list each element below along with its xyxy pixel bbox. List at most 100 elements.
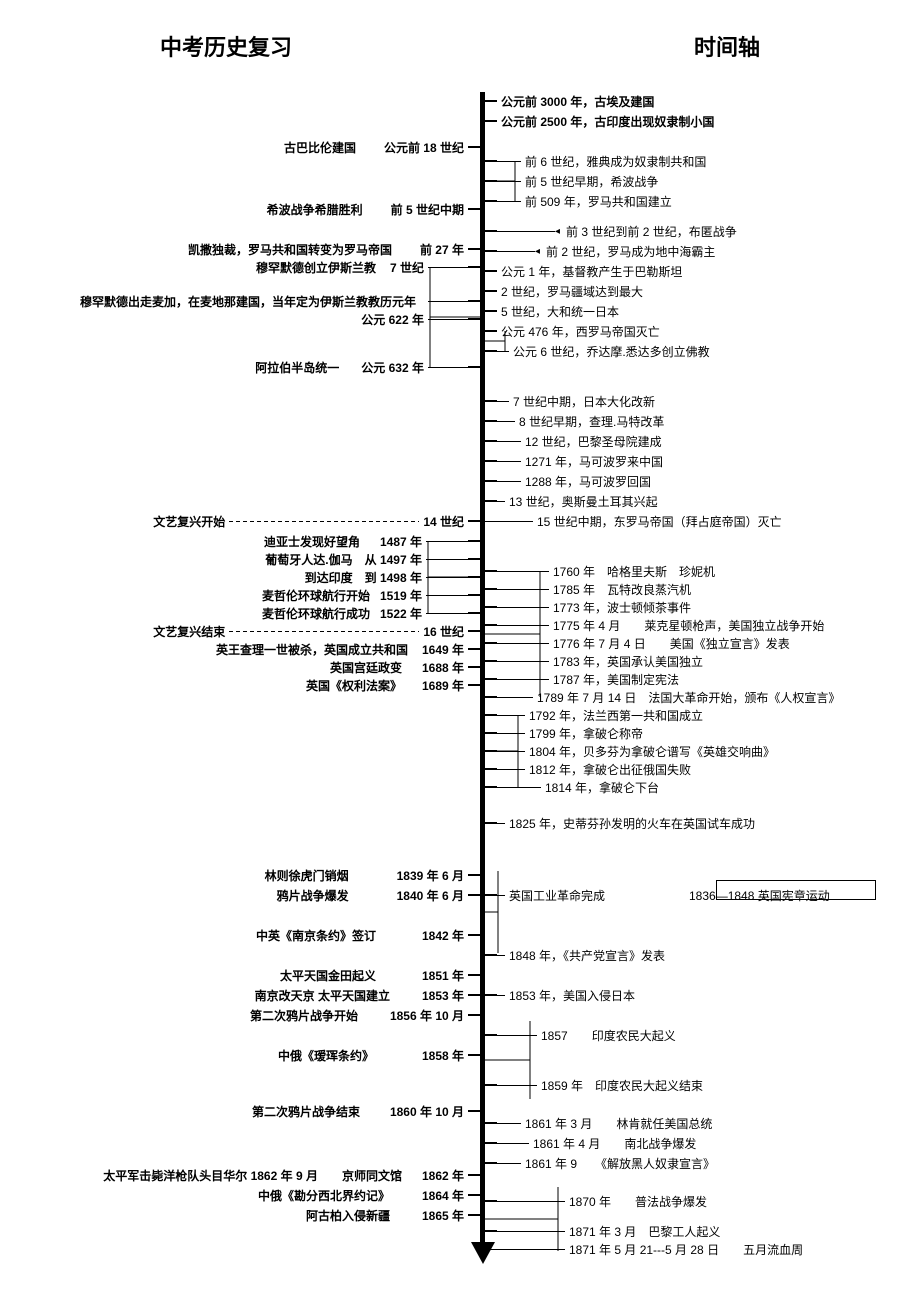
stem <box>497 501 505 502</box>
event-text: 7 世纪中期，日本大化改新 <box>509 393 659 410</box>
tick <box>468 1214 480 1216</box>
tick <box>485 230 497 232</box>
event-text: 1812 年，拿破仑出征俄国失败 <box>525 761 695 778</box>
event-date: 前 5 世纪中期 <box>387 201 468 218</box>
stem <box>426 559 468 560</box>
stem <box>497 1201 565 1202</box>
left-event: 1864 年中俄《勘分西北界约记》 <box>254 1186 480 1204</box>
event-date: 1649 年 <box>418 641 468 658</box>
event-text: 前 3 世纪到前 2 世纪，布匿战争 <box>562 223 741 240</box>
stem <box>497 251 535 252</box>
right-event: 7 世纪中期，日本大化改新 <box>485 392 659 410</box>
event-text: 前 509 年，罗马共和国建立 <box>521 193 676 210</box>
event-text: 公元 476 年，西罗马帝国灭亡 <box>497 323 664 340</box>
event-text: 1804 年，贝多芬为拿破仑谱写《英雄交响曲》 <box>525 743 779 760</box>
right-event: 1825 年，史蒂芬孙发明的火车在英国试车成功 <box>485 814 759 832</box>
stem <box>497 351 509 352</box>
tick <box>485 290 497 292</box>
event-text: 鸦片战争爆发 <box>273 887 353 904</box>
event-text: 1773 年，波士顿倾茶事件 <box>549 599 695 616</box>
stem <box>497 421 515 422</box>
stem <box>485 521 533 522</box>
event-text: 希波战争希腊胜利 <box>263 201 367 218</box>
tick <box>485 1230 497 1232</box>
tick <box>485 270 497 272</box>
tick <box>468 594 480 596</box>
event-text: 1870 年 普法战争爆发 <box>565 1193 711 1210</box>
tick <box>485 200 497 202</box>
tick <box>485 642 497 644</box>
tick <box>468 612 480 614</box>
left-event: 前 27 年凯撒独裁，罗马共和国转变为罗马帝国 <box>184 240 480 258</box>
event-text: 迪亚士发现好望角 <box>260 533 364 550</box>
left-event: 1865 年阿古柏入侵新疆 <box>302 1206 480 1224</box>
tick <box>468 666 480 668</box>
tick <box>468 1054 480 1056</box>
event-date: 1842 年 <box>418 927 468 944</box>
event-text: 第二次鸦片战争开始 <box>246 1007 362 1024</box>
left-event: 前 5 世纪中期 希波战争希腊胜利 <box>263 200 480 218</box>
tick <box>485 400 497 402</box>
tick <box>468 248 480 250</box>
event-text: 葡萄牙人达.伽马 <box>261 551 356 568</box>
stem <box>497 697 533 698</box>
stem <box>497 679 549 680</box>
event-text: 1853 年，美国入侵日本 <box>505 987 639 1004</box>
right-event: 1814 年，拿破仑下台 <box>485 778 663 796</box>
tick <box>485 1084 497 1086</box>
tick <box>485 180 497 182</box>
right-event: 前 5 世纪早期，希波战争 <box>485 172 662 190</box>
gap <box>229 521 419 522</box>
tick <box>485 160 497 162</box>
right-event: 1785 年 瓦特改良蒸汽机 <box>485 580 695 598</box>
right-event: 前 509 年，罗马共和国建立 <box>485 192 676 210</box>
stem <box>497 1035 537 1036</box>
left-event: 到 1498 年到达印度 <box>301 568 480 586</box>
left-event: 1856 年 10 月第二次鸦片战争开始 <box>246 1006 480 1024</box>
tick <box>485 1122 497 1124</box>
right-event: 1870 年 普法战争爆发 <box>485 1192 711 1210</box>
right-event: 1775 年 4 月 莱克星顿枪声，美国独立战争开始 <box>485 616 828 634</box>
tick <box>485 624 497 626</box>
tick <box>468 974 480 976</box>
tick <box>485 100 497 102</box>
title-right: 时间轴 <box>694 30 760 62</box>
left-event: 穆罕默德出走麦加，在麦地那建国，当年定为伊斯兰教教历元年 <box>76 292 480 310</box>
stem <box>428 301 468 302</box>
right-event: 1799 年，拿破仑称帝 <box>485 724 647 742</box>
event-date: 7 世纪 <box>386 259 428 276</box>
tick <box>485 732 497 734</box>
stem <box>497 715 525 716</box>
right-event: 1859 年 印度农民大起义结束 <box>485 1076 707 1094</box>
stem <box>497 231 555 232</box>
stem <box>426 613 468 614</box>
tick <box>468 934 480 936</box>
right-event: 1288 年，马可波罗回国 <box>485 472 655 490</box>
right-event: 1776 年 7 月 4 日 美国《独立宣言》发表 <box>485 634 794 652</box>
left-event: 1519 年麦哲伦环球航行开始 <box>258 586 480 604</box>
right-event: 1861 年 4 月 南北战争爆发 <box>485 1134 700 1152</box>
right-event: 公元 476 年，西罗马帝国灭亡 <box>485 322 664 340</box>
event-text: 穆罕默德出走麦加，在麦地那建国，当年定为伊斯兰教教历元年 <box>76 293 420 310</box>
event-text: 1271 年，马可波罗来中国 <box>521 453 667 470</box>
stem <box>497 823 505 824</box>
event-text: 1848 年，《共产党宣言》发表 <box>505 947 669 964</box>
event-text: 1783 年，英国承认美国独立 <box>549 653 707 670</box>
arrow-icon: ▸ <box>555 226 560 237</box>
event-text: 1857 印度农民大起义 <box>537 1027 680 1044</box>
tick <box>468 648 480 650</box>
event-date: 1522 年 <box>376 605 426 622</box>
right-event: 1857 印度农民大起义 <box>485 1026 680 1044</box>
title-left: 中考历史复习 <box>160 30 292 62</box>
right-event: 公元前 3000 年，古埃及建国 <box>485 92 658 110</box>
event-text: 1861 年 9 《解放黑人奴隶宣言》 <box>521 1155 719 1172</box>
event-text: 公元 6 世纪，乔达摩.悉达多创立佛教 <box>509 343 714 360</box>
right-event: 1773 年，波士顿倾茶事件 <box>485 598 695 616</box>
stem <box>497 1231 565 1232</box>
right-event: 13 世纪，奥斯曼土耳其兴起 <box>485 492 662 510</box>
event-text: 麦哲伦环球航行成功 <box>258 605 374 622</box>
tick <box>485 606 497 608</box>
tick <box>485 330 497 332</box>
tick <box>468 318 480 320</box>
tick <box>485 1142 497 1144</box>
